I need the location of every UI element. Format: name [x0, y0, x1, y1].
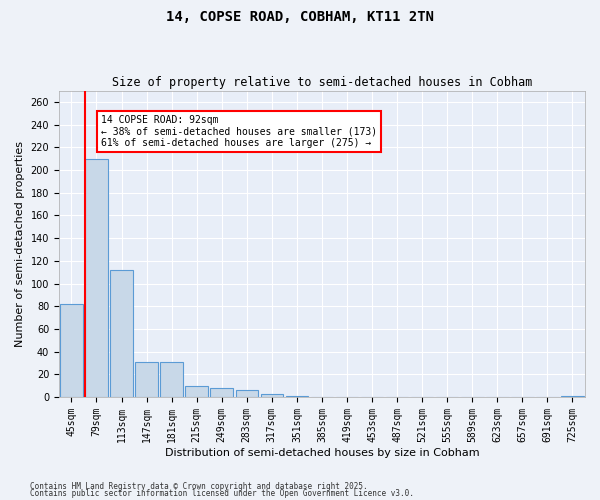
Bar	[60, 304, 83, 397]
Bar	[286, 396, 308, 397]
Bar	[110, 270, 133, 397]
Bar	[160, 362, 183, 397]
Bar	[561, 396, 584, 397]
Bar	[185, 386, 208, 397]
Title: Size of property relative to semi-detached houses in Cobham: Size of property relative to semi-detach…	[112, 76, 532, 90]
X-axis label: Distribution of semi-detached houses by size in Cobham: Distribution of semi-detached houses by …	[164, 448, 479, 458]
Bar	[236, 390, 258, 397]
Text: Contains public sector information licensed under the Open Government Licence v3: Contains public sector information licen…	[30, 489, 414, 498]
Bar	[211, 388, 233, 397]
Text: Contains HM Land Registry data © Crown copyright and database right 2025.: Contains HM Land Registry data © Crown c…	[30, 482, 368, 491]
Bar	[260, 394, 283, 397]
Text: 14, COPSE ROAD, COBHAM, KT11 2TN: 14, COPSE ROAD, COBHAM, KT11 2TN	[166, 10, 434, 24]
Y-axis label: Number of semi-detached properties: Number of semi-detached properties	[15, 141, 25, 347]
Bar	[85, 158, 108, 397]
Bar	[136, 362, 158, 397]
Text: 14 COPSE ROAD: 92sqm
← 38% of semi-detached houses are smaller (173)
61% of semi: 14 COPSE ROAD: 92sqm ← 38% of semi-detac…	[101, 115, 377, 148]
